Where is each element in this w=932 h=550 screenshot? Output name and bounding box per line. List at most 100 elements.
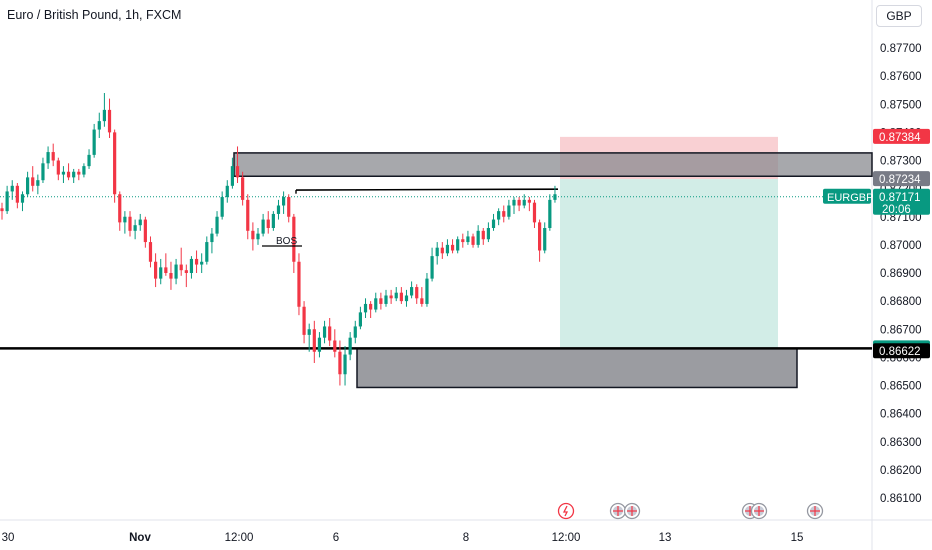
candle [164,253,168,276]
candle [369,301,373,318]
candle [118,191,122,231]
candle [154,253,158,288]
candle-body [169,273,173,279]
candle [445,239,450,257]
y-tick-label: 0.86100 [880,493,922,505]
candle-body [338,351,342,375]
candle-body [548,199,552,228]
x-tick-label: 6 [333,532,339,544]
candle-body [282,197,286,206]
candle-body [415,287,419,299]
y-tick-label: 0.86500 [880,381,922,393]
candle [220,191,224,220]
candle [415,284,419,304]
candle [450,239,455,254]
candle [389,289,393,304]
candle-body [348,337,352,355]
x-tick-label: 30 [2,532,15,544]
candle-body [384,295,388,304]
candle-body [184,270,188,273]
candle [358,306,362,330]
candle-body [20,194,25,203]
candle [322,320,327,344]
candle [128,211,132,237]
currency-button[interactable]: GBP [876,5,922,27]
candle-body [256,233,260,240]
candle-body [522,199,526,206]
candle-body [502,211,506,217]
candle [87,149,91,169]
candle-body [159,267,163,279]
price-tag-text: 0.86622 [879,346,921,358]
candle [113,129,117,203]
candle-body [107,109,112,133]
y-tick-label: 0.87500 [880,99,922,111]
candle [15,183,19,209]
candle [0,202,4,220]
candle [159,258,163,285]
candle-body [261,219,265,234]
supply-zone-rect [233,152,873,177]
candle [297,253,301,316]
candle-body [512,199,516,206]
y-tick-label: 0.86400 [880,409,922,421]
candle-body [466,236,470,243]
candle [538,219,542,262]
y-tick-label: 0.87000 [880,240,922,252]
bos-label: BOS [276,236,297,247]
candle [456,236,460,254]
candle-body [297,261,301,307]
candle [194,250,199,273]
candle-body [148,242,153,262]
candle-body [46,152,50,164]
candle-body [92,129,96,155]
price-tag-bg [873,171,930,187]
candle-body [235,166,240,178]
candle [282,191,286,214]
candle-body [343,354,347,375]
candle [548,194,552,231]
candle [276,199,281,220]
candle-body [553,194,557,200]
candle-body [328,326,332,341]
candle-body [31,177,35,186]
candle [241,171,245,206]
candle-body [215,216,219,234]
candle-body [123,216,127,223]
candle [5,185,9,214]
candle [225,180,229,203]
y-tick-label: 0.87300 [880,156,922,168]
candle [72,168,76,183]
price-tag-time: 20:06 [882,204,911,216]
candle-body [225,185,229,198]
candle-body [358,312,362,327]
candle [553,185,557,203]
candle [174,258,178,285]
y-tick-label: 0.86200 [880,465,922,477]
candle-body [456,239,460,251]
candle [251,222,255,251]
candle [522,194,526,209]
flash-glyph [562,505,569,517]
candle [246,194,250,240]
candle-body [322,326,327,338]
candle [399,287,403,304]
x-tick-label: 8 [463,532,469,544]
candle-body [527,199,531,203]
price-tag-bg [873,188,930,215]
candle-body [5,191,9,212]
candle [205,236,209,265]
candle-body [532,202,537,223]
candle [425,273,429,307]
candle-body [374,298,378,310]
candle-body [425,278,429,304]
candle [527,197,531,212]
candle-body [271,213,275,228]
x-tick-label: 13 [659,532,672,544]
candle [430,247,434,282]
candle-body [205,242,209,262]
candle [271,211,275,231]
candle-body [486,228,490,240]
